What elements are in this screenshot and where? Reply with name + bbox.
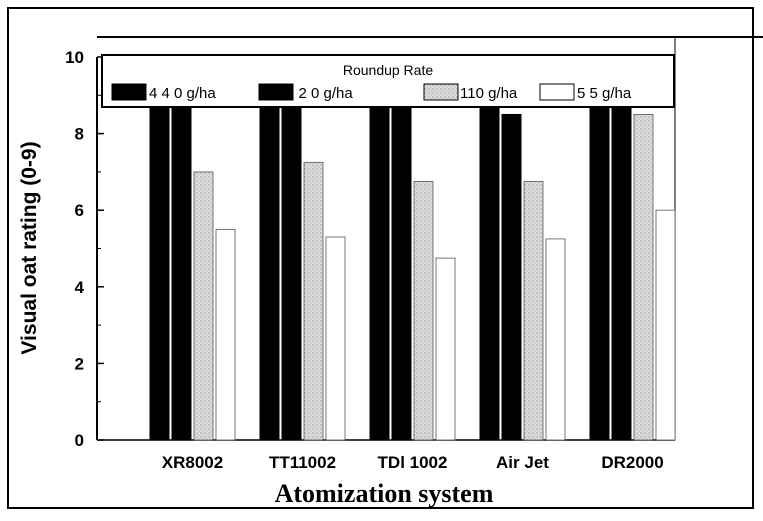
bar	[325, 236, 346, 441]
legend-swatch	[111, 83, 147, 101]
bar	[589, 94, 610, 441]
legend: Roundup Rate 4 4 0 g/ha 2 2 0 g/ha 110 g/h…	[101, 54, 675, 108]
legend-title: Roundup Rate	[343, 62, 434, 78]
bar	[633, 114, 654, 441]
legend-items: 4 4 0 g/ha 2 2 0 g/ha 110 g/ha 5 5 g/ha	[111, 83, 632, 102]
bar	[655, 209, 676, 441]
bar	[413, 181, 434, 441]
bar	[215, 228, 236, 441]
category-label: DR2000	[601, 453, 663, 472]
y-tick-label: 2	[75, 354, 84, 373]
category-label: XR8002	[162, 453, 223, 472]
bar	[435, 257, 456, 441]
category-label: TT11002	[269, 453, 336, 472]
bar	[259, 94, 280, 441]
legend-swatch	[539, 83, 575, 101]
bar	[149, 94, 170, 441]
y-tick-label: 4	[75, 278, 85, 297]
category-label: Air Jet	[496, 453, 549, 472]
legend-label: 110 g/ha	[460, 85, 518, 102]
bar	[303, 161, 324, 441]
y-tick-label: 10	[65, 48, 84, 67]
y-tick-label: 0	[75, 431, 84, 450]
bar	[501, 113, 522, 441]
y-ticks: 0 2 4 6 8 10	[65, 48, 104, 450]
legend-box	[101, 54, 675, 108]
bar	[391, 94, 412, 441]
bar	[369, 94, 390, 441]
category-labels: XR8002 TT11002 TDl 1002 Air Jet DR2000	[162, 453, 664, 472]
legend-swatch	[423, 83, 459, 101]
y-tick-label: 8	[75, 125, 84, 144]
category-label: TDl 1002	[378, 453, 448, 472]
legend-label: 4 4 0 g/ha	[149, 85, 216, 102]
bar	[611, 94, 632, 441]
bar	[479, 94, 500, 441]
legend-label: 2 2 0 g/ha	[286, 85, 353, 102]
bar	[523, 181, 544, 441]
bar	[545, 238, 566, 441]
y-axis-label: Visual oat rating (0-9)	[18, 141, 41, 354]
y-tick-label: 6	[75, 201, 84, 220]
bars	[149, 94, 676, 441]
x-axis-label: Atomization system	[275, 479, 494, 508]
legend-swatch	[258, 83, 294, 101]
bar	[171, 104, 192, 441]
bar	[281, 104, 302, 441]
legend-label: 5 5 g/ha	[577, 85, 632, 102]
bar	[193, 171, 214, 441]
